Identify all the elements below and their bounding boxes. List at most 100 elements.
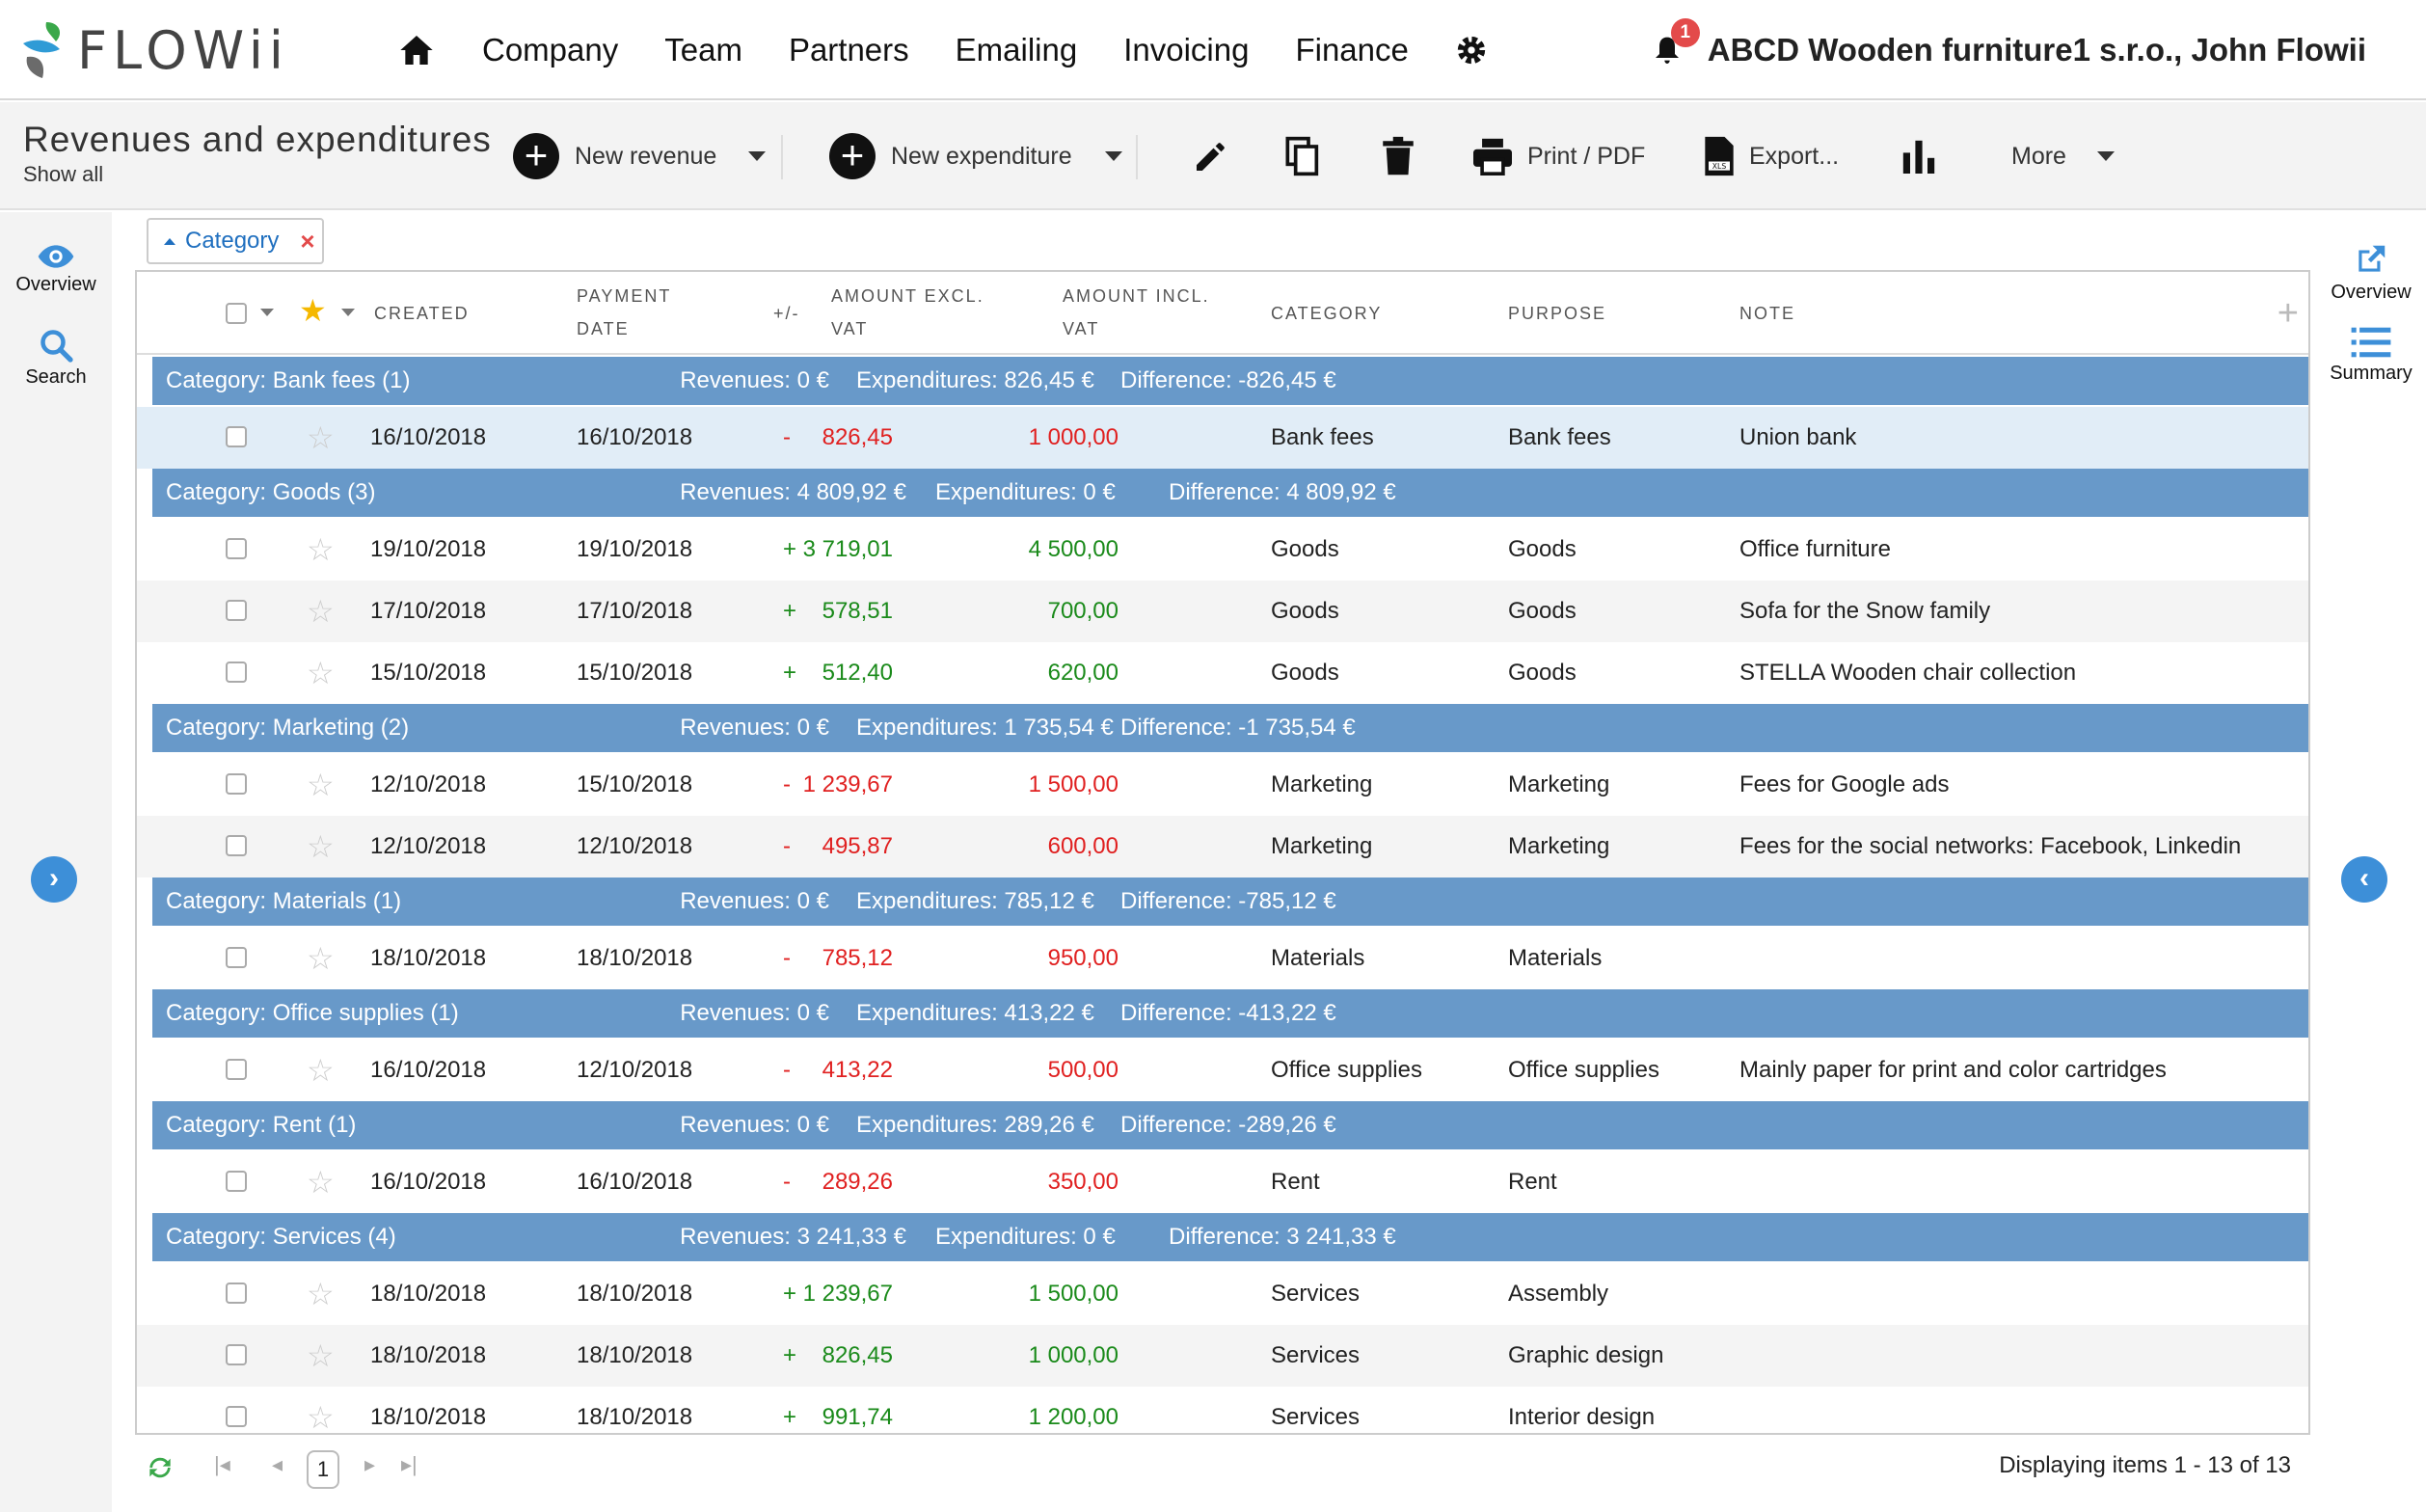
next-page-icon[interactable]: ▸ — [364, 1452, 376, 1476]
star-outline-icon[interactable]: ☆ — [307, 656, 335, 690]
first-page-icon[interactable]: |◂ — [214, 1452, 230, 1476]
star-outline-icon[interactable]: ☆ — [307, 768, 335, 802]
page-number[interactable]: 1 — [307, 1450, 339, 1489]
remove-group-icon[interactable]: × — [300, 226, 315, 256]
sidebar-overview[interactable]: Overview — [0, 243, 112, 296]
nav-finance[interactable]: Finance — [1295, 32, 1409, 68]
row-checkbox[interactable] — [226, 600, 247, 621]
column-note[interactable]: NOTE — [1739, 304, 1796, 323]
account-label[interactable]: ABCD Wooden furniture1 s.r.o., John Flow… — [1707, 32, 2366, 68]
row-checkbox[interactable] — [226, 662, 247, 683]
star-outline-icon[interactable]: ☆ — [307, 1053, 335, 1088]
prev-page-icon[interactable]: ◂ — [272, 1452, 283, 1476]
column-purpose[interactable]: PURPOSE — [1508, 304, 1607, 323]
row-checkbox[interactable] — [226, 1171, 247, 1192]
add-column-icon[interactable]: + — [2277, 293, 2299, 334]
star-outline-icon[interactable]: ☆ — [307, 532, 335, 567]
star-outline-icon[interactable]: ☆ — [307, 594, 335, 629]
group-header[interactable]: Category: Services (4) Revenues: 3 241,33… — [152, 1213, 2308, 1261]
table-row[interactable]: ☆ 18/10/2018 18/10/2018 - 785,12 950,00 Materi… — [137, 928, 2308, 989]
cell-created: 12/10/2018 — [370, 771, 487, 797]
edit-button[interactable] — [1192, 102, 1230, 210]
group-header[interactable]: Category: Office supplies (1) Revenues: 0… — [152, 989, 2308, 1038]
group-header[interactable]: Category: Marketing (2) Revenues: 0 € Expe… — [152, 704, 2308, 752]
table-row[interactable]: ☆ 16/10/2018 16/10/2018 - 826,45 1 000,00 Bank… — [137, 407, 2308, 469]
sidebar-summary[interactable]: Summary — [2316, 326, 2426, 385]
table-row[interactable]: ☆ 12/10/2018 15/10/2018 -1 239,67 1 500,00 Ma… — [137, 754, 2308, 816]
column-payment-date[interactable]: PAYMENT — [577, 286, 672, 306]
home-icon[interactable] — [397, 31, 436, 69]
delete-button[interactable] — [1381, 102, 1415, 210]
cell-created: 16/10/2018 — [370, 1057, 487, 1083]
select-menu-icon[interactable] — [260, 309, 274, 316]
group-header[interactable]: Category: Goods (3) Revenues: 4 809,92 € E… — [152, 469, 2308, 517]
row-checkbox[interactable] — [226, 835, 247, 856]
print-pdf-button[interactable]: Print / PDF — [1471, 102, 1645, 210]
row-checkbox[interactable] — [226, 1344, 247, 1365]
nav-emailing[interactable]: Emailing — [955, 32, 1078, 68]
group-by-chip[interactable]: Category × — [147, 218, 324, 264]
export-button[interactable]: XLS Export... — [1703, 102, 1839, 210]
table-row[interactable]: ☆ 18/10/2018 18/10/2018 +826,45 1 000,00 Serv… — [137, 1325, 2308, 1387]
new-revenue-dropdown[interactable] — [748, 102, 766, 210]
group-header[interactable]: Category: Bank fees (1) Revenues: 0 € Expe… — [152, 357, 2308, 405]
table-row[interactable]: ☆ 19/10/2018 19/10/2018 +3 719,01 4 500,00 Go… — [137, 519, 2308, 580]
star-outline-icon[interactable]: ☆ — [307, 1400, 335, 1435]
column-amount-incl-vat[interactable]: AMOUNT INCL. — [1063, 286, 1210, 306]
table-row[interactable]: ☆ 16/10/2018 16/10/2018 - 289,26 350,00 Rent Re… — [137, 1151, 2308, 1213]
refresh-icon[interactable] — [145, 1452, 175, 1483]
group-header[interactable]: Category: Materials (1) Revenues: 0 € Expe… — [152, 878, 2308, 926]
select-all-checkbox[interactable] — [226, 303, 247, 324]
new-expenditure-dropdown[interactable] — [1105, 102, 1122, 210]
statistics-button[interactable] — [1901, 102, 1936, 210]
cell-payment-date: 18/10/2018 — [577, 945, 693, 971]
star-outline-icon[interactable]: ☆ — [307, 941, 335, 976]
row-checkbox[interactable] — [226, 1406, 247, 1427]
table-row[interactable]: ☆ 17/10/2018 17/10/2018 +578,51 700,00 Goods G… — [137, 580, 2308, 642]
gear-icon[interactable] — [1455, 34, 1488, 67]
star-outline-icon[interactable]: ☆ — [307, 420, 335, 455]
cell-category: Services — [1271, 1342, 1361, 1368]
group-difference: Difference: -785,12 € — [1120, 888, 1336, 914]
nav-company[interactable]: Company — [482, 32, 619, 68]
table-row[interactable]: ☆ 15/10/2018 15/10/2018 +512,40 620,00 Goods G… — [137, 642, 2308, 704]
favorites-menu-icon[interactable] — [341, 309, 355, 316]
view-filter-link[interactable]: Show all — [23, 162, 104, 186]
table-row[interactable]: ☆ 12/10/2018 12/10/2018 - 495,87 600,00 Market… — [137, 816, 2308, 878]
notifications[interactable]: 1 — [1652, 18, 1700, 67]
nav-invoicing[interactable]: Invoicing — [1123, 32, 1250, 68]
column-amount-excl-vat[interactable]: AMOUNT EXCL. — [831, 286, 984, 306]
cell-purpose: Materials — [1508, 945, 1603, 971]
new-expenditure-button[interactable]: + New expenditure — [829, 102, 1072, 210]
star-outline-icon[interactable]: ☆ — [307, 829, 335, 864]
row-checkbox[interactable] — [226, 1059, 247, 1080]
expand-left-panel-button[interactable]: › — [31, 856, 77, 903]
cell-amount-incl-vat: 1 500,00 — [1028, 771, 1119, 797]
app-logo[interactable]: FLOWii — [21, 15, 289, 85]
copy-button[interactable] — [1284, 102, 1323, 210]
group-header[interactable]: Category: Rent (1) Revenues: 0 € Expenditu… — [152, 1101, 2308, 1149]
nav-partners[interactable]: Partners — [788, 32, 909, 68]
sidebar-search[interactable]: Search — [0, 328, 112, 389]
row-checkbox[interactable] — [226, 426, 247, 447]
column-sign[interactable]: +/- — [773, 304, 800, 323]
star-outline-icon[interactable]: ☆ — [307, 1165, 335, 1200]
expand-right-panel-button[interactable]: ‹ — [2341, 856, 2387, 903]
table-row[interactable]: ☆ 18/10/2018 18/10/2018 +1 239,67 1 500,00 Se… — [137, 1263, 2308, 1325]
row-checkbox[interactable] — [226, 773, 247, 795]
row-checkbox[interactable] — [226, 1282, 247, 1304]
new-revenue-button[interactable]: + New revenue — [513, 102, 716, 210]
star-outline-icon[interactable]: ☆ — [307, 1338, 335, 1373]
table-row[interactable]: ☆ 18/10/2018 18/10/2018 +991,74 1 200,00 Serv… — [137, 1387, 2308, 1435]
column-category[interactable]: CATEGORY — [1271, 304, 1383, 323]
sidebar-detail-overview[interactable]: Overview — [2316, 241, 2426, 304]
table-row[interactable]: ☆ 16/10/2018 12/10/2018 - 413,22 500,00 Office… — [137, 1040, 2308, 1101]
column-created[interactable]: CREATED — [374, 304, 470, 323]
star-outline-icon[interactable]: ☆ — [307, 1277, 335, 1311]
more-button[interactable]: More — [2011, 102, 2115, 210]
star-filled-icon[interactable]: ★ — [299, 293, 327, 328]
row-checkbox[interactable] — [226, 947, 247, 968]
row-checkbox[interactable] — [226, 538, 247, 559]
nav-team[interactable]: Team — [664, 32, 742, 68]
last-page-icon[interactable]: ▸| — [401, 1452, 418, 1476]
